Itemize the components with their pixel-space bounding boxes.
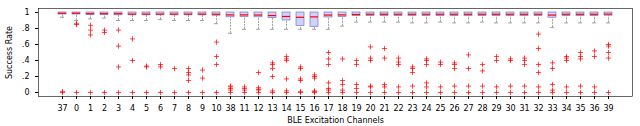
svg-text:16: 16	[309, 104, 319, 113]
svg-text:39: 39	[603, 104, 613, 113]
svg-text:34: 34	[561, 104, 571, 113]
svg-text:23: 23	[407, 104, 417, 113]
svg-text:2: 2	[102, 104, 107, 113]
svg-text:.6: .6	[22, 40, 30, 49]
svg-text:30: 30	[505, 104, 515, 113]
svg-text:25: 25	[435, 104, 445, 113]
svg-text:7: 7	[172, 104, 177, 113]
svg-text:37: 37	[57, 104, 67, 113]
svg-text:.2: .2	[22, 72, 30, 81]
svg-text:24: 24	[421, 104, 431, 113]
svg-text:32: 32	[533, 104, 543, 113]
svg-text:0: 0	[24, 88, 29, 97]
svg-text:1: 1	[24, 8, 29, 17]
svg-text:1: 1	[88, 104, 93, 113]
svg-text:BLE Excitation Channels: BLE Excitation Channels	[287, 116, 384, 125]
svg-text:36: 36	[589, 104, 599, 113]
svg-text:5: 5	[144, 104, 149, 113]
svg-text:14: 14	[281, 104, 291, 113]
svg-text:13: 13	[267, 104, 277, 113]
svg-text:38: 38	[225, 104, 235, 113]
svg-text:17: 17	[323, 104, 333, 113]
svg-text:19: 19	[351, 104, 361, 113]
svg-text:22: 22	[393, 104, 403, 113]
svg-text:8: 8	[186, 104, 191, 113]
svg-text:20: 20	[365, 104, 375, 113]
svg-text:Success Rate: Success Rate	[5, 26, 14, 79]
svg-text:18: 18	[337, 104, 347, 113]
svg-text:11: 11	[239, 104, 249, 113]
svg-text:3: 3	[116, 104, 121, 113]
svg-text:4: 4	[130, 104, 135, 113]
svg-text:27: 27	[463, 104, 473, 113]
svg-text:29: 29	[491, 104, 501, 113]
svg-text:26: 26	[449, 104, 459, 113]
svg-text:28: 28	[477, 104, 487, 113]
svg-text:12: 12	[253, 104, 263, 113]
svg-text:.4: .4	[22, 56, 30, 65]
svg-text:15: 15	[295, 104, 305, 113]
svg-text:10: 10	[211, 104, 221, 113]
svg-text:9: 9	[200, 104, 205, 113]
svg-text:21: 21	[379, 104, 389, 113]
svg-text:6: 6	[158, 104, 163, 113]
svg-text:.8: .8	[22, 24, 30, 33]
svg-text:0: 0	[74, 104, 79, 113]
svg-text:31: 31	[519, 104, 529, 113]
svg-text:33: 33	[547, 104, 557, 113]
svg-text:35: 35	[575, 104, 585, 113]
